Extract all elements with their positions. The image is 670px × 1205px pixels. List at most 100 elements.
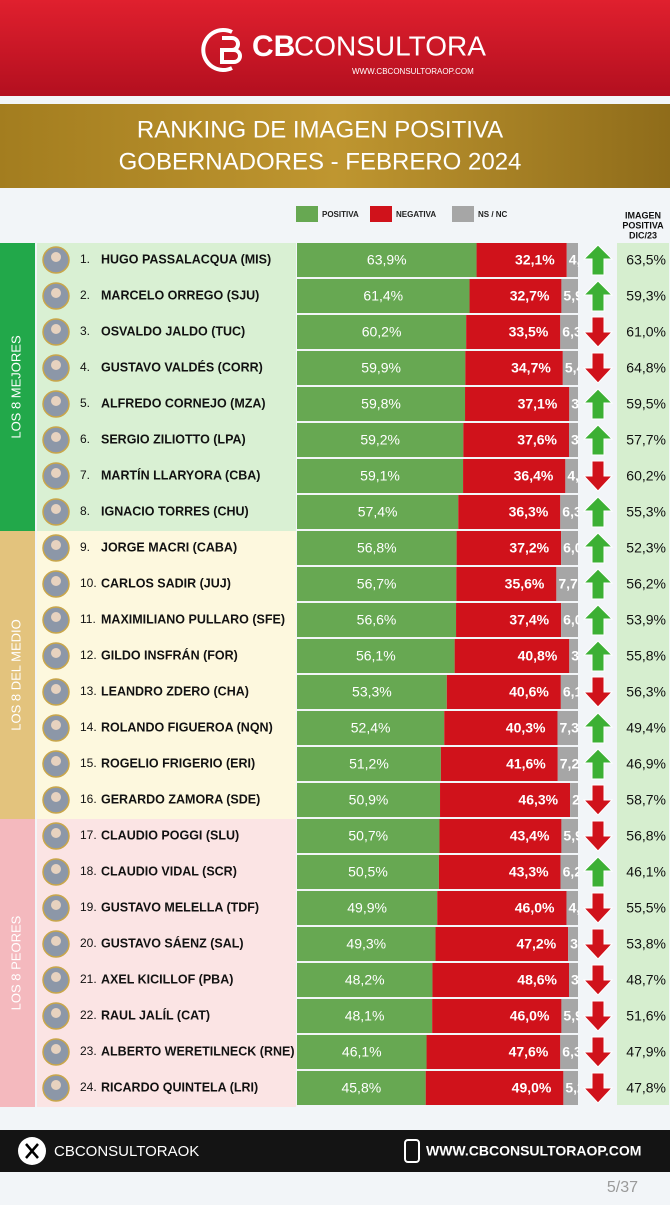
bar-segment <box>425 1071 564 1105</box>
avatar-head <box>51 1044 61 1054</box>
group-band <box>0 243 35 531</box>
previous-value: 46,9% <box>626 756 666 772</box>
previous-value: 55,3% <box>626 504 666 520</box>
name: HUGO PASSALACQUA (MIS) <box>101 252 271 266</box>
title-line: GOBERNADORES - FEBRERO 2024 <box>119 148 522 175</box>
bars: 63,9% 32,1% 4,0 61,4% 32,7% 5,9 60,2% 33,5% 6,3 5… <box>297 243 592 1105</box>
bar-segment <box>440 783 571 817</box>
value-label: 45,8% <box>341 1080 381 1096</box>
rank: 20. <box>80 936 97 950</box>
group-label: LOS 8 DEL MEDIO <box>8 619 23 731</box>
avatar-head <box>51 540 61 550</box>
name: GERARDO ZAMORA (SDE) <box>101 792 260 806</box>
bar-segment <box>297 315 467 349</box>
bar-segment <box>465 387 570 421</box>
value-label: 56,8% <box>357 540 397 556</box>
bar-segment <box>561 603 578 637</box>
previous-value: 55,5% <box>626 900 666 916</box>
bar-segment <box>560 1035 578 1069</box>
group-band <box>0 531 35 819</box>
previous-header: IMAGEN <box>625 210 661 220</box>
previous-value: 47,9% <box>626 1044 666 1060</box>
value-label: 3,2 <box>571 432 591 448</box>
arrow-down <box>582 784 614 816</box>
avatar-head <box>51 900 61 910</box>
logo-icon <box>201 28 242 72</box>
value-label: 56,7% <box>357 576 397 592</box>
value-label: 32,7% <box>510 288 550 304</box>
avatar-head <box>51 864 61 874</box>
value-label: 56,1% <box>356 648 396 664</box>
avatar-head <box>51 936 61 946</box>
page-number: 5/37 <box>607 1179 638 1196</box>
name: OSVALDO JALDO (TUC) <box>101 324 245 338</box>
title-band <box>0 104 670 188</box>
value-label: 5,9 <box>563 288 583 304</box>
bar-segment <box>439 819 562 853</box>
rank: 6. <box>80 432 90 446</box>
bar-segment <box>476 243 567 277</box>
avatar-head <box>51 576 61 586</box>
bar-segment <box>297 567 457 601</box>
arrow-up <box>582 280 614 312</box>
value-label: 43,4% <box>510 828 550 844</box>
bar-segment <box>437 891 567 925</box>
group-label: LOS 8 PEORES <box>8 915 23 1010</box>
value-label: 6,3 <box>562 1044 582 1060</box>
value-label: 46,1% <box>342 1044 382 1060</box>
previous-value: 64,8% <box>626 360 666 376</box>
bar-segment <box>297 603 457 637</box>
rank: 13. <box>80 684 97 698</box>
footer-handle: CBCONSULTORAOK <box>54 1143 199 1160</box>
value-label: 2,8 <box>572 792 592 808</box>
value-label: 5,9 <box>563 1008 583 1024</box>
name: RICARDO QUINTELA (LRI) <box>101 1080 258 1094</box>
name: MARTÍN LLARYORA (CBA) <box>101 467 260 482</box>
bar-segment <box>297 639 455 673</box>
rank: 21. <box>80 972 97 986</box>
value-label: 37,4% <box>509 612 549 628</box>
rank: 19. <box>80 900 97 914</box>
avatar-head <box>51 972 61 982</box>
arrow-down <box>582 1036 614 1068</box>
value-label: 60,2% <box>362 324 402 340</box>
value-label: 46,3% <box>518 792 558 808</box>
bar-segment <box>435 927 569 961</box>
bar-segment <box>456 567 557 601</box>
bar-segment <box>297 1071 426 1105</box>
avatar-head <box>51 1008 61 1018</box>
value-label: 35,6% <box>505 576 545 592</box>
arrow-down <box>582 316 614 348</box>
previous-value: 48,7% <box>626 972 666 988</box>
bar-segment <box>297 675 447 709</box>
value-label: 40,3% <box>506 720 546 736</box>
rank: 16. <box>80 792 97 806</box>
legend-swatch <box>370 206 392 222</box>
bar-segment <box>560 855 578 889</box>
bar-segment <box>456 603 562 637</box>
value-label: 4,1 <box>568 900 588 916</box>
legend-swatch <box>452 206 474 222</box>
rank: 15. <box>80 756 97 770</box>
value-label: 48,2% <box>345 972 385 988</box>
bar-segment <box>560 495 578 529</box>
name: GILDO INSFRÁN (FOR) <box>101 647 238 662</box>
value-label: 36,4% <box>514 468 554 484</box>
brand: CONSULTORA <box>294 30 486 61</box>
value-label: 59,8% <box>361 396 401 412</box>
bar-segment <box>566 243 578 277</box>
footer-band <box>0 1130 670 1172</box>
bar-segment <box>438 855 561 889</box>
bar-segment <box>297 243 477 277</box>
name: GUSTAVO VALDÉS (CORR) <box>101 359 263 374</box>
legend-swatch <box>296 206 318 222</box>
value-label: 5,9 <box>563 828 583 844</box>
arrow-up <box>582 712 614 744</box>
value-label: 56,6% <box>357 612 397 628</box>
group-background <box>37 243 296 531</box>
bar-segment <box>469 279 562 313</box>
bar-segment <box>565 459 578 493</box>
bar-segment <box>297 711 445 745</box>
avatar-head <box>51 612 61 622</box>
